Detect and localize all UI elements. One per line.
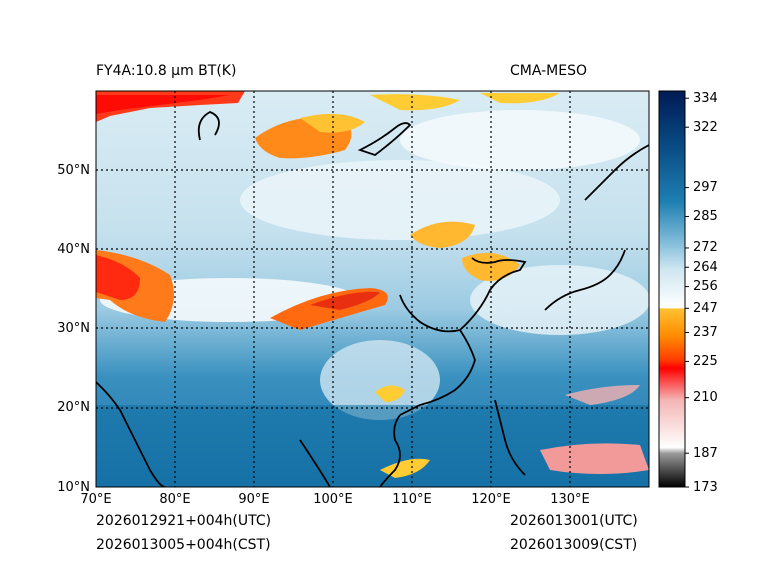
lon-tick-label: 130°E — [550, 492, 590, 507]
valid-time-cst: 2026013009(CST) — [510, 537, 638, 553]
cloud-band — [470, 265, 649, 335]
model-name: CMA-MESO — [510, 63, 588, 79]
cold-cloud-top — [565, 385, 640, 405]
cloud-band — [400, 110, 640, 170]
map-frame — [95, 90, 650, 488]
tropical-sea — [96, 405, 649, 487]
colorbar-tick-label: 322 — [693, 119, 718, 135]
cloud-band — [240, 160, 560, 240]
valid-time-utc: 2026013001(UTC) — [510, 513, 638, 529]
lon-tick-label: 70°E — [80, 492, 112, 507]
lat-tick-label: 30°N — [57, 321, 90, 337]
colorbar-tick-label: 256 — [693, 279, 718, 295]
colorbar-tick-label: 272 — [693, 240, 718, 256]
colorbar-tick-label: 297 — [693, 180, 718, 196]
cold-cloud-top — [96, 95, 230, 114]
coastlines — [96, 111, 649, 487]
lon-tick-label: 110°E — [392, 492, 432, 507]
colorbar-tick-label: 247 — [693, 300, 718, 316]
lat-tick-label: 40°N — [57, 241, 90, 257]
colorbar-tick-label: 264 — [693, 259, 718, 275]
colorbar-tick-label: 210 — [693, 390, 718, 406]
cold-cloud-top — [540, 443, 649, 474]
cold-cloud-top — [375, 385, 405, 402]
colorbar-tick-label: 334 — [693, 90, 718, 106]
cold-cloud-top — [310, 291, 380, 310]
colorbar-tick-label: 173 — [693, 479, 718, 495]
lat-tick-label: 20°N — [57, 400, 90, 416]
colorbar-ticks — [685, 97, 689, 488]
cold-cloud-top — [480, 93, 560, 104]
map-title: FY4A:10.8 µm BT(K) — [96, 63, 237, 79]
colorbar-tick-label: 237 — [693, 324, 718, 340]
lon-tick-label: 120°E — [471, 492, 511, 507]
init-time-cst: 2026013005+004h(CST) — [96, 537, 271, 553]
cold-cloud-top — [410, 221, 475, 248]
colorbar-ramp — [658, 90, 686, 488]
colorbar-tick-label: 285 — [693, 209, 718, 225]
lon-tick-label: 90°E — [238, 492, 270, 507]
cold-cloud-top — [300, 113, 365, 133]
cold-cloud-top — [96, 255, 140, 300]
lon-tick-label: 100°E — [313, 492, 353, 507]
init-time-utc: 2026012921+004h(UTC) — [96, 513, 272, 529]
colorbar-tick-label: 187 — [693, 445, 718, 461]
lon-tick-label: 80°E — [159, 492, 191, 507]
colorbar-tick-label: 225 — [693, 353, 718, 369]
cloud-band — [320, 340, 440, 420]
lat-tick-label: 50°N — [57, 162, 90, 178]
cold-cloud-top — [370, 94, 460, 111]
lat-tick-label: 10°N — [57, 479, 90, 495]
graticule — [96, 91, 649, 487]
